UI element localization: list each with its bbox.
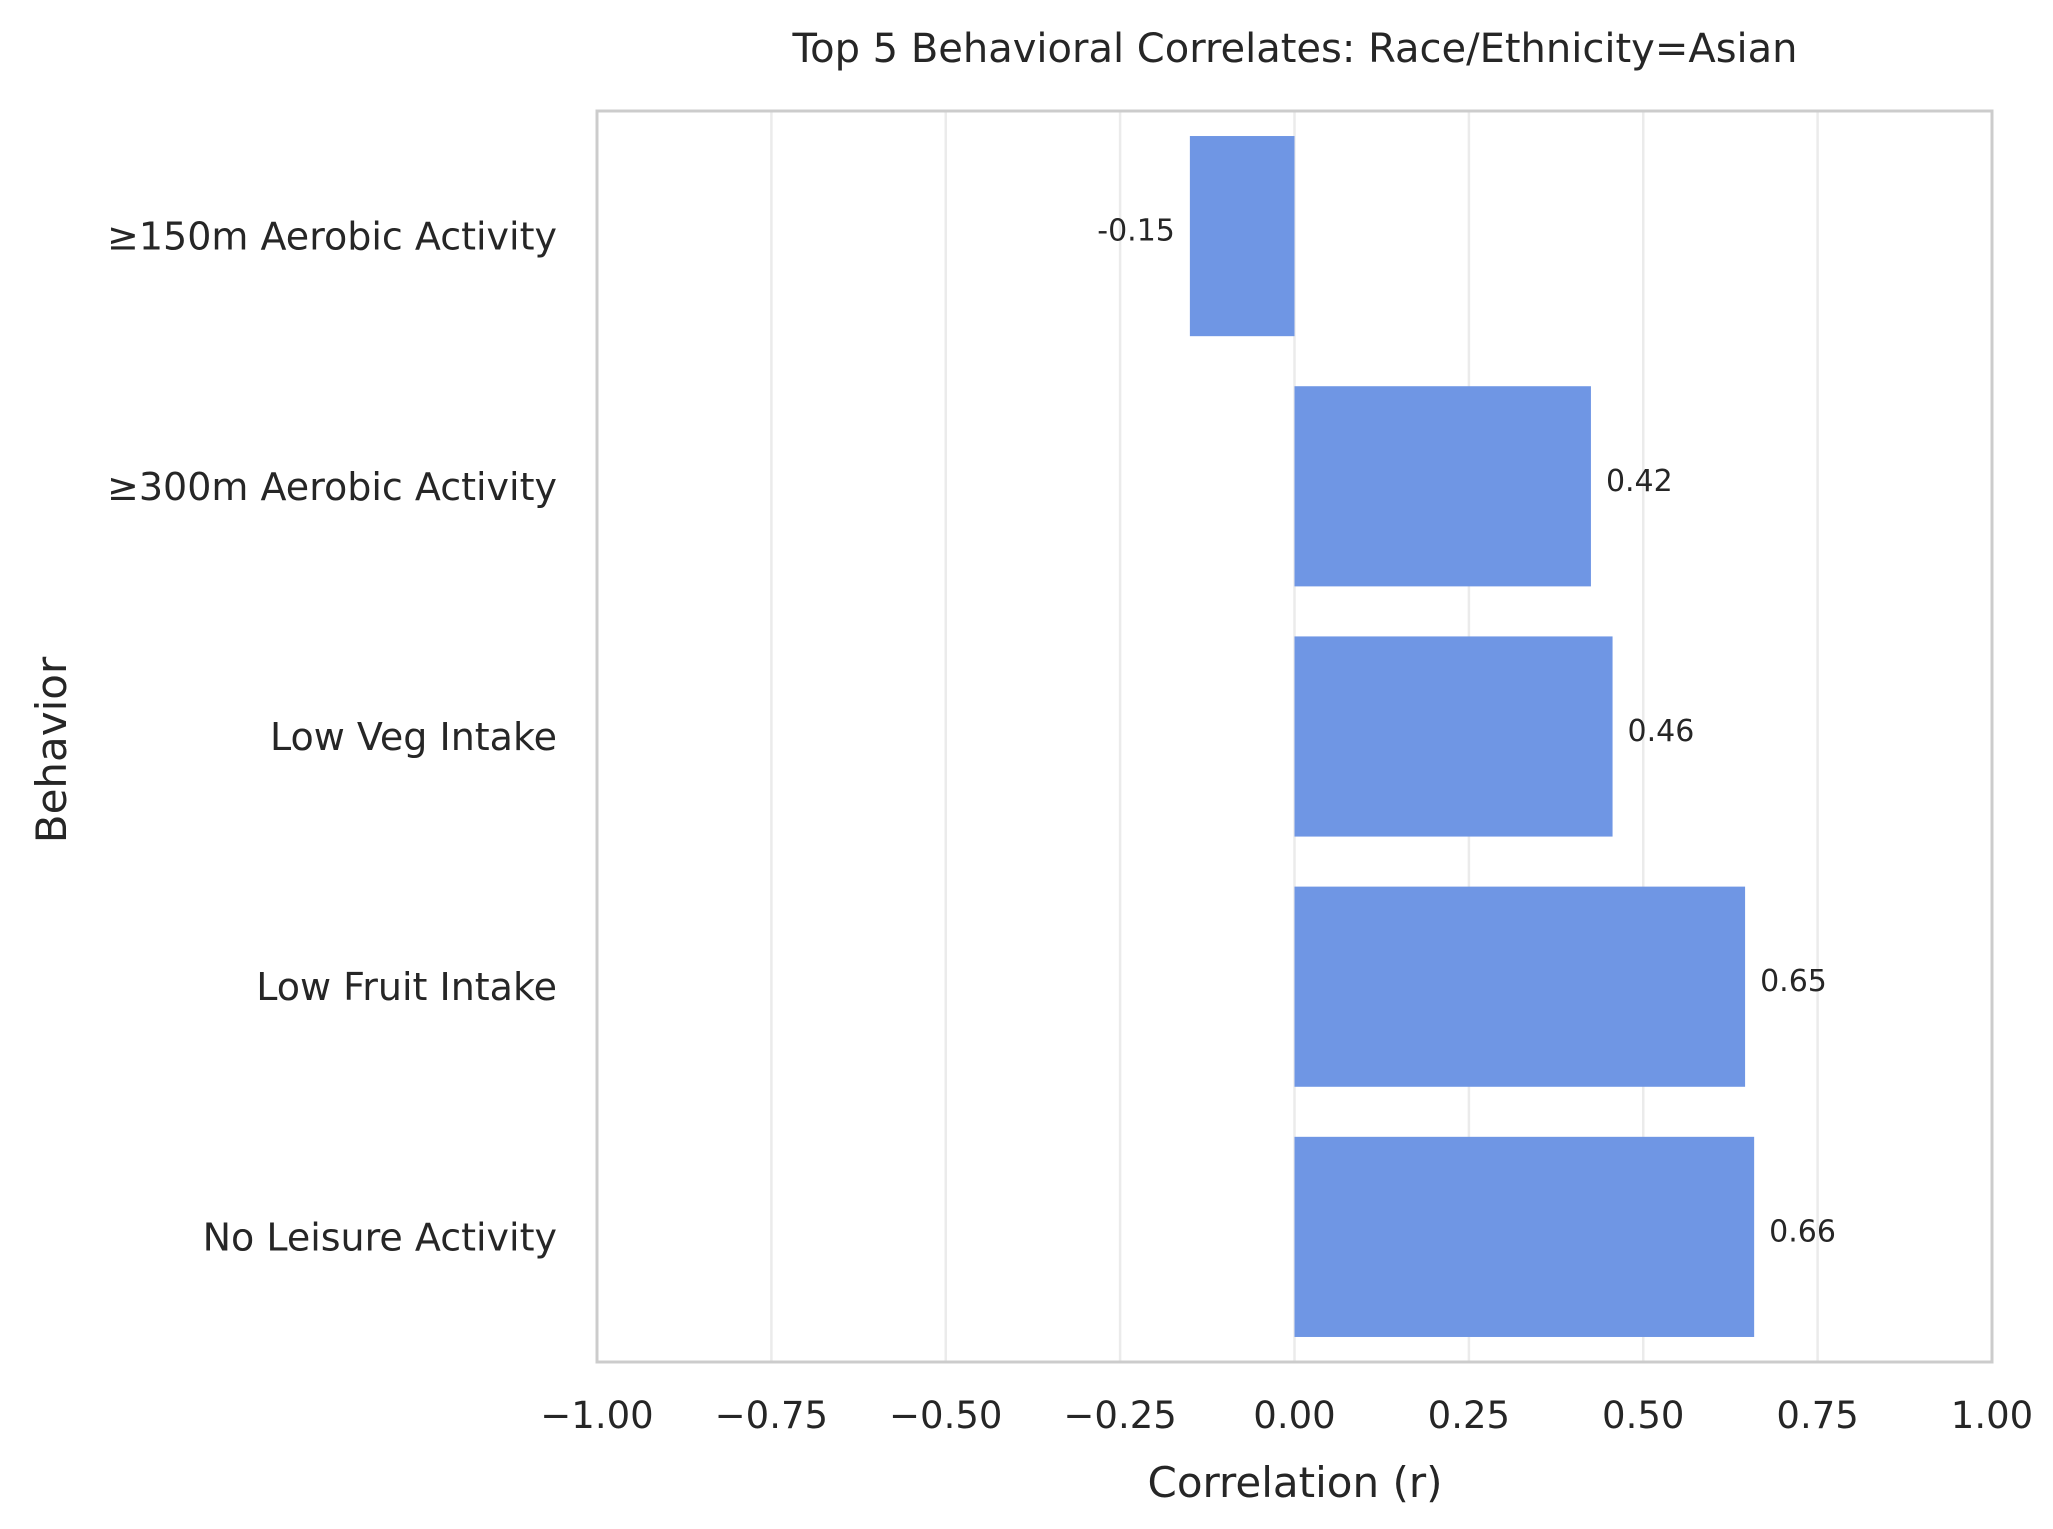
bar — [1294, 1136, 1755, 1337]
bar — [1294, 386, 1591, 587]
data-labels: -0.15 0.42 0.46 0.65 0.66 — [1097, 214, 1836, 1250]
y-tick-label: Low Fruit Intake — [256, 965, 557, 1009]
bar — [1294, 886, 1746, 1087]
x-tick-label: −0.75 — [715, 1394, 828, 1437]
x-tick-label: −1.00 — [540, 1394, 653, 1437]
x-tick-label: −0.25 — [1063, 1394, 1176, 1437]
y-axis-label: Behavior — [27, 656, 76, 843]
x-tick-label: −0.50 — [889, 1394, 1002, 1437]
x-tick-label: 0.75 — [1776, 1394, 1858, 1437]
bar — [1294, 636, 1613, 837]
bar-value-label: 0.42 — [1606, 464, 1673, 499]
bar-value-label: 0.46 — [1628, 714, 1695, 749]
bar-value-label: 0.65 — [1760, 964, 1827, 999]
x-tick-label: 1.00 — [1951, 1394, 2033, 1437]
bar — [1189, 136, 1295, 337]
y-tick-label: ≥300m Aerobic Activity — [107, 465, 557, 509]
x-tick-label: 0.00 — [1253, 1394, 1335, 1437]
bar-value-label: 0.66 — [1769, 1214, 1836, 1249]
y-tick-labels: ≥150m Aerobic Activity ≥300m Aerobic Acti… — [107, 215, 557, 1260]
y-tick-label: Low Veg Intake — [270, 715, 557, 759]
x-tick-labels: −1.00 −0.75 −0.50 −0.25 0.00 0.25 0.50 0.75 1.00 — [540, 1394, 2033, 1437]
chart-title: Top 5 Behavioral Correlates: Race/Ethnic… — [791, 26, 1797, 72]
bars — [1189, 136, 1755, 1337]
y-tick-label: ≥150m Aerobic Activity — [107, 215, 557, 259]
x-tick-label: 0.25 — [1428, 1394, 1510, 1437]
bar-value-label: -0.15 — [1097, 214, 1175, 249]
plot-frame — [595, 109, 1994, 1364]
x-axis-label: Correlation (r) — [1148, 1458, 1443, 1507]
y-tick-label: No Leisure Activity — [203, 1215, 557, 1259]
x-tick-label: 0.50 — [1602, 1394, 1684, 1437]
